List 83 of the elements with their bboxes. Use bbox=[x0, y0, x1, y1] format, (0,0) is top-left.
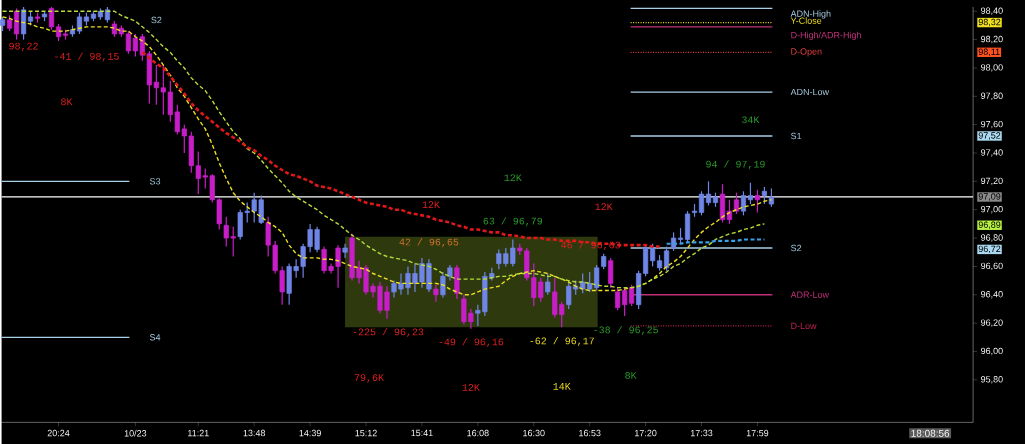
annotation: 34K bbox=[742, 116, 760, 124]
candlestick bbox=[754, 189, 761, 213]
candlestick bbox=[545, 272, 551, 296]
annotation: 12K bbox=[504, 174, 522, 181]
annotation: 8K bbox=[625, 371, 637, 379]
annotation: -38 / 96,25 bbox=[594, 325, 658, 335]
text: 97,52 bbox=[978, 132, 1001, 140]
candlestick bbox=[48, 6, 55, 31]
candlestick bbox=[726, 199, 733, 225]
x-tick-label: 16:08 bbox=[467, 429, 489, 437]
candlestick bbox=[733, 191, 740, 215]
candlestick bbox=[698, 190, 705, 216]
text: 98,11 bbox=[978, 48, 1000, 56]
text: 96,72 bbox=[978, 245, 1001, 253]
annotation: 94 / 97,19 bbox=[706, 160, 765, 170]
x-tick-label: 16:30 bbox=[523, 429, 545, 437]
y-tick-label: 97,60 bbox=[981, 120, 1003, 129]
text: 98,32 bbox=[978, 18, 1001, 27]
y-tick-label: 96,00 bbox=[981, 347, 1003, 356]
y-tick-label: 98,00 bbox=[981, 64, 1003, 72]
text: 18:08:56 bbox=[911, 429, 950, 437]
annotation: 8K bbox=[61, 98, 73, 106]
ref-line-label: ADN-Low bbox=[790, 88, 830, 96]
text: 96,89 bbox=[978, 221, 1001, 229]
y-tick-label: 97,20 bbox=[981, 177, 1003, 185]
annotation: 12K bbox=[462, 383, 480, 391]
x-tick-label: 17:59 bbox=[746, 429, 769, 437]
y-tick-label: 97,40 bbox=[981, 149, 1003, 157]
x-tick-label: 20:24 bbox=[47, 429, 70, 437]
candlestick bbox=[670, 231, 677, 252]
candlestick bbox=[705, 180, 712, 206]
annotation: 42 / 96,65 bbox=[399, 237, 459, 247]
x-tick-label: 14:39 bbox=[299, 429, 321, 437]
y-tick-label: 97,80 bbox=[981, 92, 1003, 100]
candlestick bbox=[13, 7, 20, 41]
ref-line-label: S2 bbox=[790, 244, 802, 252]
ref-line-label: S3 bbox=[149, 178, 161, 185]
x-tick-label: 15:41 bbox=[411, 429, 433, 436]
x-tick-label: 15:12 bbox=[355, 429, 377, 437]
text: 97,09 bbox=[978, 193, 1001, 201]
x-tick-label: 11:21 bbox=[188, 429, 209, 436]
y-tick-label: 96,80 bbox=[981, 234, 1003, 242]
y-tick-label: 98,40 bbox=[981, 7, 1003, 15]
ref-line-label: D-Low bbox=[791, 322, 817, 329]
ref-line-label: ADN-High bbox=[790, 10, 831, 19]
ref-line-label: Y-Close bbox=[790, 17, 822, 24]
annotation: 79,6K bbox=[354, 374, 384, 383]
ref-line-label: S4 bbox=[149, 333, 161, 341]
annotation: -225 / 96,23 bbox=[353, 327, 424, 337]
ref-line-label: ADR-Low bbox=[790, 291, 830, 298]
candlestick bbox=[608, 257, 614, 289]
annotation: 46 / 96,63 bbox=[561, 240, 620, 250]
annotation: 63 / 96,79 bbox=[483, 217, 543, 226]
candlestick bbox=[125, 30, 131, 55]
candlestick bbox=[747, 182, 754, 205]
y-tick-label: 98,20 bbox=[981, 35, 1003, 44]
annotation: 98,22 bbox=[9, 42, 38, 51]
candlestick bbox=[663, 245, 670, 272]
y-tick-label: 96,60 bbox=[981, 262, 1003, 270]
x-tick-label: 17:20 bbox=[635, 429, 657, 437]
candlestick bbox=[740, 190, 747, 216]
annotation: 12K bbox=[595, 203, 613, 210]
candlestick bbox=[433, 284, 439, 303]
candlestick bbox=[768, 187, 774, 208]
y-tick-label: 96,40 bbox=[981, 290, 1003, 299]
annotation: -62 / 96,17 bbox=[530, 336, 594, 346]
y-tick-label: 96,20 bbox=[981, 319, 1003, 327]
annotation: -49 / 96,16 bbox=[439, 337, 504, 347]
candlestick bbox=[650, 242, 656, 267]
x-tick-label: 13:48 bbox=[243, 429, 266, 437]
ref-line-label: S1 bbox=[790, 132, 802, 140]
annotation: -41 / 98,15 bbox=[55, 52, 119, 62]
ref-line-label: D-High/ADR-High bbox=[791, 31, 861, 40]
annotation: 14K bbox=[553, 382, 571, 390]
annotation: 12K bbox=[422, 201, 440, 208]
annotation: S2 bbox=[151, 16, 162, 23]
y-tick-label: 95,80 bbox=[981, 375, 1003, 384]
x-tick-label: 10/23 bbox=[124, 429, 147, 437]
y-tick-label: 97,00 bbox=[981, 205, 1003, 214]
candlestick bbox=[342, 242, 348, 259]
ref-line-label: D-Open bbox=[791, 48, 822, 57]
x-tick-label: 16:53 bbox=[579, 429, 601, 437]
x-tick-label: 17:33 bbox=[690, 429, 713, 437]
